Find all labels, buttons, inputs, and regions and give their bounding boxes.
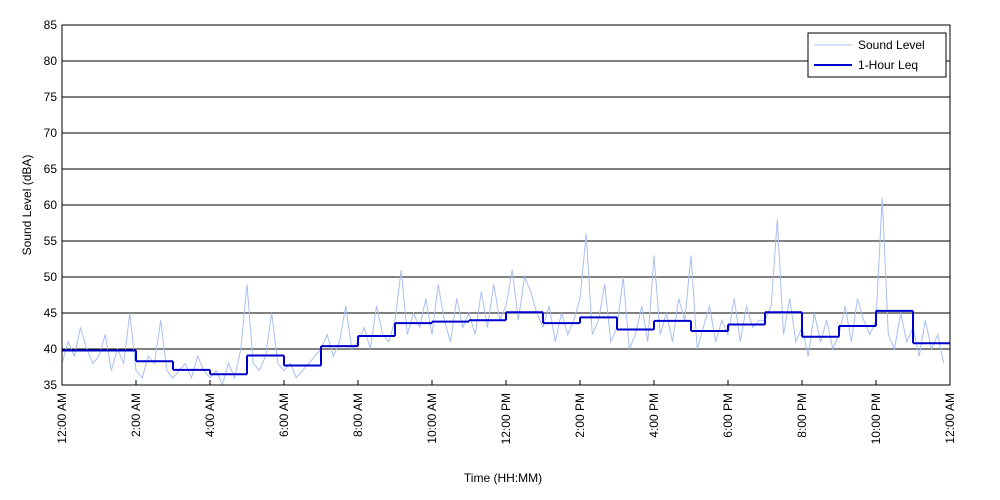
x-axis-label: Time (HH:MM) [464,471,542,485]
x-tick-label: 6:00 PM [721,393,735,438]
legend-label: 1-Hour Leq [858,58,918,72]
x-tick-label: 12:00 AM [943,393,957,444]
x-tick-label: 10:00 AM [425,393,439,444]
plot-frame [61,24,951,386]
y-tick-label: 85 [44,18,58,32]
y-tick-label: 70 [44,126,58,140]
x-tick-label: 2:00 PM [573,393,587,438]
y-axis-label: Sound Level (dBA) [20,155,34,256]
x-tick-label: 6:00 AM [277,393,291,437]
y-tick-label: 40 [44,342,58,356]
y-tick-label: 45 [44,306,58,320]
x-tick-label: 8:00 AM [351,393,365,437]
x-tick-label: 10:00 PM [869,393,883,444]
x-tick-label: 8:00 PM [795,393,809,438]
x-tick-label: 2:00 AM [129,393,143,437]
y-tick-label: 60 [44,198,58,212]
legend-label: Sound Level [858,38,925,52]
x-tick-label: 4:00 AM [203,393,217,437]
y-tick-label: 35 [44,378,58,392]
sound-level-line [61,197,945,387]
x-tick-label: 4:00 PM [647,393,661,438]
legend-box [807,32,947,78]
x-tick-label: 12:00 AM [55,393,69,444]
y-tick-label: 80 [44,54,58,68]
y-tick-label: 55 [44,234,58,248]
y-tick-label: 75 [44,90,58,104]
y-tick-label: 50 [44,270,58,284]
y-tick-label: 65 [44,162,58,176]
x-tick-label: 12:00 PM [499,393,513,444]
